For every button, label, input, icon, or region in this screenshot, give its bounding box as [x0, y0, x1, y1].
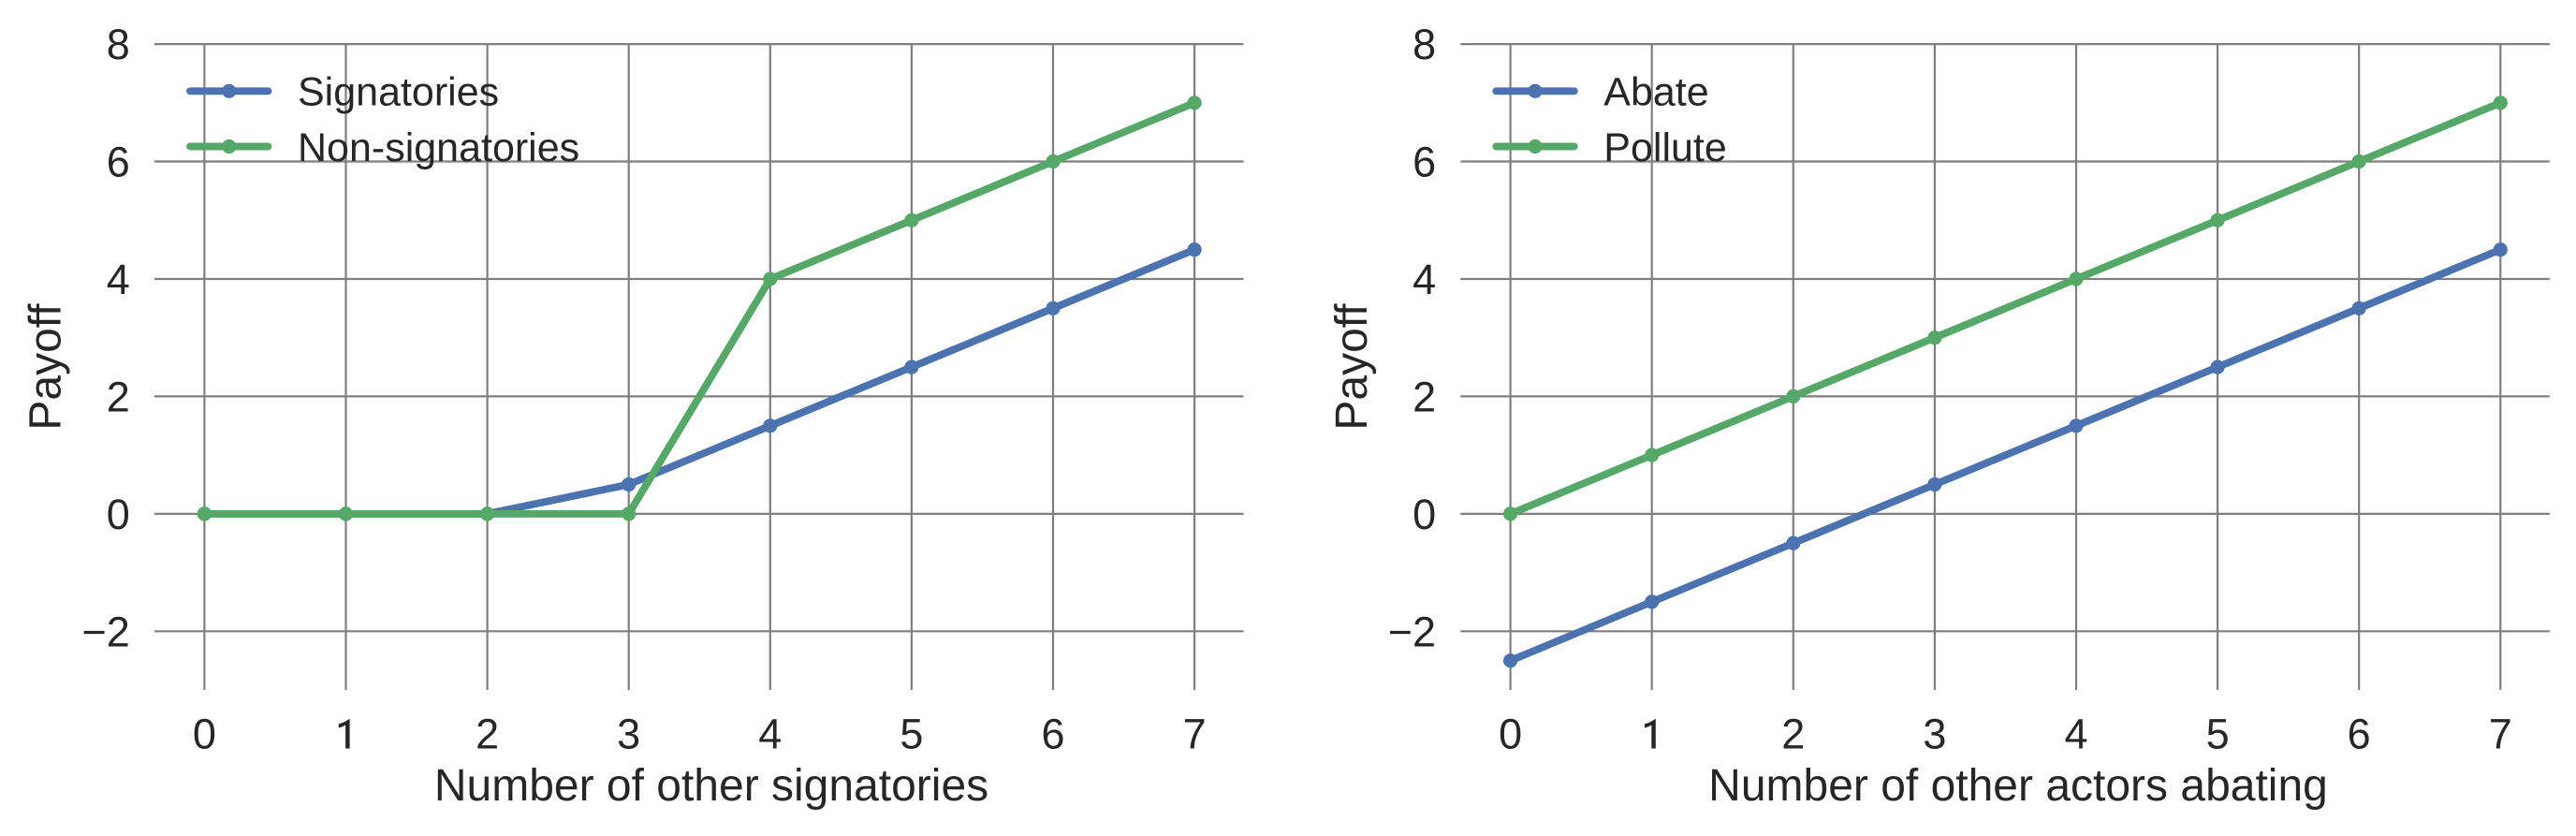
- svg-text:Non-signatories: Non-signatories: [298, 125, 579, 170]
- svg-text:Number of other signatories: Number of other signatories: [434, 761, 988, 811]
- svg-text:2: 2: [1781, 711, 1805, 758]
- svg-text:5: 5: [2206, 711, 2230, 758]
- svg-text:−2: −2: [1388, 608, 1436, 655]
- svg-text:4: 4: [1412, 256, 1436, 303]
- svg-text:4: 4: [758, 711, 782, 758]
- svg-text:Pollute: Pollute: [1603, 125, 1726, 170]
- svg-text:3: 3: [1923, 711, 1946, 758]
- svg-text:6: 6: [2348, 711, 2371, 758]
- svg-text:0: 0: [1412, 491, 1436, 538]
- svg-text:2: 2: [107, 373, 130, 420]
- svg-text:4: 4: [2064, 711, 2087, 758]
- svg-text:6: 6: [1412, 139, 1436, 186]
- svg-text:Number of other actors abating: Number of other actors abating: [1708, 761, 2328, 811]
- svg-text:−2: −2: [81, 608, 129, 655]
- svg-text:4: 4: [107, 256, 130, 303]
- svg-text:Payoff: Payoff: [1327, 303, 1377, 431]
- svg-text:6: 6: [107, 139, 130, 186]
- svg-text:0: 0: [1499, 711, 1522, 758]
- svg-text:5: 5: [900, 711, 923, 758]
- svg-text:Payoff: Payoff: [22, 303, 71, 431]
- svg-text:8: 8: [1412, 21, 1436, 68]
- svg-text:0: 0: [193, 711, 216, 758]
- svg-text:3: 3: [617, 711, 640, 758]
- svg-text:7: 7: [2489, 711, 2512, 758]
- svg-text:7: 7: [1183, 711, 1207, 758]
- svg-text:6: 6: [1041, 711, 1064, 758]
- svg-text:2: 2: [1412, 373, 1436, 420]
- svg-text:Abate: Abate: [1603, 70, 1708, 115]
- svg-text:2: 2: [476, 711, 499, 758]
- svg-text:0: 0: [107, 491, 130, 538]
- svg-text:Signatories: Signatories: [298, 70, 499, 115]
- svg-text:8: 8: [107, 21, 130, 68]
